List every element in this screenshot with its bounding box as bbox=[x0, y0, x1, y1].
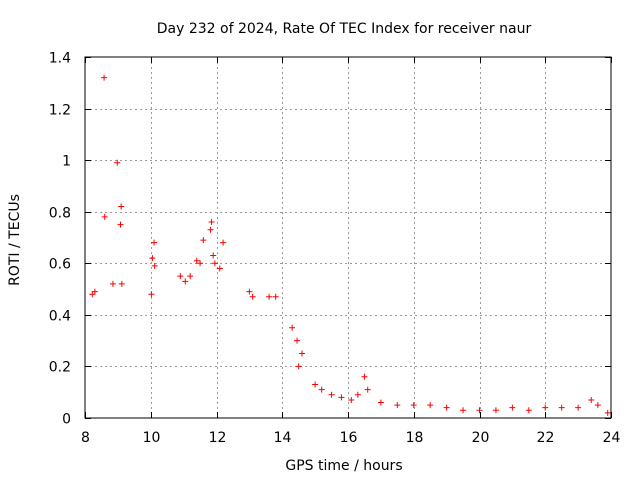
data-point bbox=[101, 74, 108, 81]
grid-lines bbox=[85, 57, 611, 418]
y-tick-label: 0.8 bbox=[49, 206, 71, 222]
data-point bbox=[149, 255, 156, 262]
data-point bbox=[148, 291, 155, 298]
data-point bbox=[575, 404, 582, 411]
data-point bbox=[216, 265, 223, 272]
y-tick-label: 1 bbox=[62, 154, 71, 170]
y-tick-label: 0.4 bbox=[49, 309, 71, 325]
data-point bbox=[246, 288, 253, 295]
data-point bbox=[272, 293, 279, 300]
data-point bbox=[220, 239, 227, 246]
data-point bbox=[118, 203, 125, 210]
x-tick-labels: 8 10 12 14 16 18 20 22 24 bbox=[81, 430, 620, 446]
data-point bbox=[200, 237, 207, 244]
data-point bbox=[151, 262, 158, 269]
data-point bbox=[525, 407, 532, 414]
chart-title: Day 232 of 2024, Rate Of TEC Index for r… bbox=[157, 21, 532, 37]
data-point bbox=[594, 402, 601, 409]
y-tick-label: 1.2 bbox=[49, 103, 71, 119]
data-point bbox=[348, 396, 355, 403]
data-point bbox=[328, 391, 335, 398]
data-point bbox=[266, 293, 273, 300]
data-point bbox=[211, 260, 218, 267]
data-point bbox=[361, 373, 368, 380]
data-point bbox=[604, 409, 611, 416]
data-point bbox=[509, 404, 516, 411]
data-point bbox=[182, 278, 189, 285]
data-point bbox=[394, 402, 401, 409]
data-point bbox=[118, 280, 125, 287]
data-points bbox=[89, 74, 611, 416]
data-point bbox=[177, 273, 184, 280]
data-point bbox=[312, 381, 319, 388]
data-point bbox=[210, 252, 217, 259]
data-point bbox=[249, 293, 256, 300]
data-point bbox=[197, 260, 204, 267]
data-point bbox=[295, 363, 302, 370]
x-tick-label: 10 bbox=[143, 430, 161, 446]
data-point bbox=[294, 337, 301, 344]
data-point bbox=[187, 273, 194, 280]
x-tick-label: 22 bbox=[537, 430, 555, 446]
y-tick-label: 0.2 bbox=[49, 360, 71, 376]
data-point bbox=[91, 288, 98, 295]
data-point bbox=[208, 219, 215, 226]
data-point bbox=[460, 407, 467, 414]
data-point bbox=[492, 407, 499, 414]
x-tick-label: 12 bbox=[209, 430, 227, 446]
x-tick-label: 8 bbox=[81, 430, 90, 446]
data-point bbox=[101, 213, 108, 220]
data-point bbox=[193, 257, 200, 264]
data-point bbox=[117, 221, 124, 228]
data-point bbox=[410, 402, 417, 409]
x-tick-label: 24 bbox=[603, 430, 621, 446]
data-point bbox=[542, 404, 549, 411]
y-axis-label: ROTI / TECUs bbox=[7, 194, 23, 286]
data-point bbox=[298, 350, 305, 357]
data-point bbox=[89, 291, 96, 298]
data-point bbox=[588, 396, 595, 403]
data-point bbox=[427, 402, 434, 409]
axis-ticks bbox=[85, 57, 612, 419]
x-tick-label: 20 bbox=[472, 430, 490, 446]
x-axis-label: GPS time / hours bbox=[285, 458, 402, 474]
y-tick-label: 0 bbox=[62, 412, 71, 428]
data-point bbox=[558, 404, 565, 411]
data-point bbox=[289, 324, 296, 331]
data-point bbox=[109, 280, 116, 287]
data-point bbox=[443, 404, 450, 411]
data-point bbox=[207, 226, 214, 233]
data-point bbox=[114, 159, 121, 166]
x-tick-label: 18 bbox=[406, 430, 424, 446]
data-point bbox=[377, 399, 384, 406]
data-point bbox=[364, 386, 371, 393]
data-point bbox=[476, 407, 483, 414]
data-point bbox=[151, 239, 158, 246]
y-tick-labels: 0 0.2 0.4 0.6 0.8 1 1.2 1.4 bbox=[49, 51, 71, 428]
data-point bbox=[338, 394, 345, 401]
y-tick-label: 1.4 bbox=[49, 51, 71, 67]
data-point bbox=[354, 391, 361, 398]
y-tick-label: 0.6 bbox=[49, 257, 71, 273]
x-tick-label: 16 bbox=[340, 430, 358, 446]
data-point bbox=[318, 386, 325, 393]
x-tick-label: 14 bbox=[274, 430, 292, 446]
